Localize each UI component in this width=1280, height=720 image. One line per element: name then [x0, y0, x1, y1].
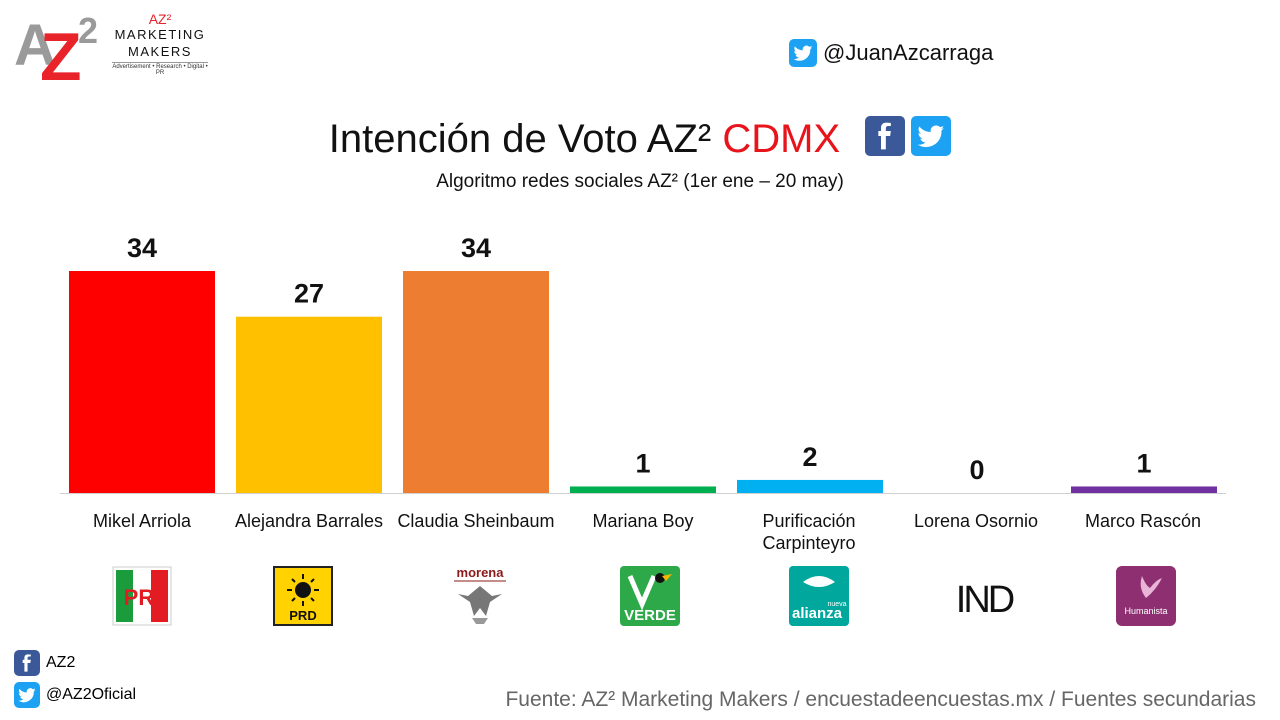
svg-text:PRD: PRD [289, 608, 316, 623]
svg-text:VERDE: VERDE [624, 607, 676, 624]
title-part1: Intención de Voto AZ² [328, 117, 723, 161]
bar-2 [236, 316, 382, 493]
candidate-label-rascon: Marco Rascón [1084, 511, 1202, 531]
bar-7 [1071, 486, 1217, 493]
logo-tagline: Advertisement • Research • Digital • PR [112, 62, 208, 76]
bar-4 [570, 486, 716, 493]
data-label-4: 1 [635, 448, 650, 478]
humanista-logo-icon: Humanista [1116, 566, 1176, 626]
candidate-label-carpinteyro: Purificación Carpinteyro [762, 511, 856, 553]
logo-az2-text: AZ² [148, 11, 172, 27]
title-part2: CDMX [722, 117, 841, 161]
logo-brand-line2: MAKERS [128, 44, 192, 59]
pri-logo-icon: PRI [112, 566, 172, 626]
data-label-5: 2 [802, 442, 817, 472]
candidate-label-boy: Mariana Boy [592, 511, 694, 531]
twitter-handle-top[interactable]: @JuanAzcarraga [789, 38, 993, 68]
footer-facebook-text: AZ2 [46, 654, 76, 671]
svg-text:IND: IND [956, 579, 1014, 621]
svg-text:nueva: nueva [827, 601, 846, 608]
independiente-logo-icon: IND [956, 579, 1014, 621]
footer-twitter-text: @AZ2Oficial [46, 686, 137, 703]
data-label-6: 0 [969, 455, 984, 485]
data-label-2: 27 [294, 279, 324, 309]
footer-twitter[interactable]: @AZ2Oficial [14, 682, 136, 708]
twitter-icon [789, 39, 817, 67]
facebook-icon [14, 650, 40, 676]
candidate-label-barrales: Alejandra Barrales [234, 511, 384, 531]
candidate-label-osornio: Lorena Osornio [913, 511, 1039, 531]
svg-text:Humanista: Humanista [1124, 606, 1167, 616]
bar-3 [403, 271, 549, 493]
facebook-icon [865, 116, 906, 156]
morena-logo-icon: morena [454, 566, 506, 624]
svg-text:PRI: PRI [124, 585, 161, 610]
twitter-icon [911, 116, 952, 156]
prd-logo-icon: PRD [273, 566, 333, 626]
source-note: Fuente: AZ² Marketing Makers / encuestad… [505, 688, 1256, 711]
data-label-1: 34 [127, 233, 157, 263]
bar-5 [737, 479, 883, 493]
svg-text:morena: morena [457, 566, 505, 580]
svg-text:alianza: alianza [792, 605, 843, 622]
chart-subtitle: Algoritmo redes sociales AZ² (1er ene – … [436, 171, 844, 192]
twitter-handle-text: @JuanAzcarraga [823, 40, 994, 65]
twitter-icon [14, 682, 40, 708]
logo-brand-line1: MARKETING [114, 27, 206, 42]
data-label-3: 34 [461, 233, 491, 263]
candidate-label-sheinbaum: Claudia Sheinbaum [397, 511, 555, 531]
footer-facebook[interactable]: AZ2 [14, 650, 136, 676]
bar-chart: 34 27 34 1 2 0 1 [60, 233, 1226, 494]
candidate-label-arriola: Mikel Arriola [92, 511, 192, 531]
bar-1 [69, 271, 215, 493]
nueva-alianza-logo-icon: nueva alianza [789, 566, 849, 626]
footer-social: AZ2 @AZ2Oficial [14, 650, 136, 714]
chart-title: Intención de Voto AZ² CDMX [0, 116, 1280, 162]
verde-logo-icon: VERDE [620, 566, 680, 626]
data-label-7: 1 [1136, 448, 1151, 478]
